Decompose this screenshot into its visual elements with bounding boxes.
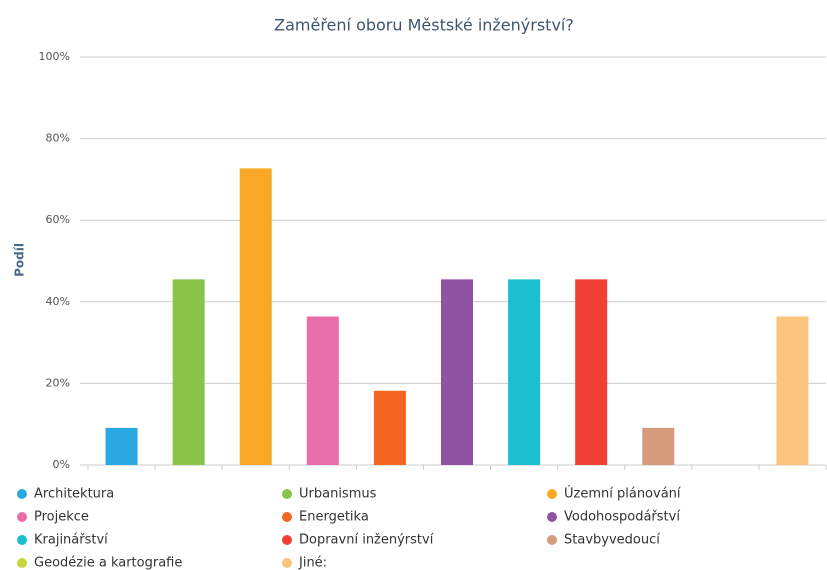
bar [776,316,809,465]
legend-swatch [547,512,557,522]
y-tick-label: 0% [53,458,70,471]
y-tick-label: 100% [39,50,70,63]
legend-swatch [282,512,292,522]
y-tick-label: 20% [46,376,70,389]
bar [508,279,541,465]
legend-label: Energetika [299,510,369,525]
legend-swatch [547,535,557,545]
legend-swatch [547,489,557,499]
y-axis-label: Podíl [13,243,27,277]
legend-label: Architektura [34,487,114,502]
chart-title: Zaměření oboru Městské inženýrství? [274,16,574,35]
legend-swatch [282,535,292,545]
legend-label: Územní plánování [564,486,681,502]
y-tick-label: 40% [46,295,70,308]
legend-swatch [17,535,27,545]
bar [239,168,272,465]
bar [575,279,608,465]
legend-label: Geodézie a kartografie [34,556,182,570]
y-tick-label: 80% [46,132,70,145]
bar [373,390,406,465]
legend-label: Jiné: [298,556,327,570]
legend-swatch [17,512,27,522]
legend-label: Krajinářství [34,533,108,548]
bar [172,279,205,465]
legend-swatch [282,489,292,499]
legend-label: Dopravní inženýrství [299,533,434,548]
bar [642,427,675,465]
bar [306,316,339,465]
legend-label: Projekce [34,510,89,525]
legend-label: Urbanismus [299,487,377,502]
legend-label: Stavbyvedoucí [564,533,660,548]
legend-swatch [17,489,27,499]
legend-swatch [282,558,292,568]
bar [105,427,138,465]
legend-label: Vodohospodářství [564,510,680,525]
bar [441,279,473,465]
legend-swatch [17,558,27,568]
y-tick-label: 60% [46,213,70,226]
